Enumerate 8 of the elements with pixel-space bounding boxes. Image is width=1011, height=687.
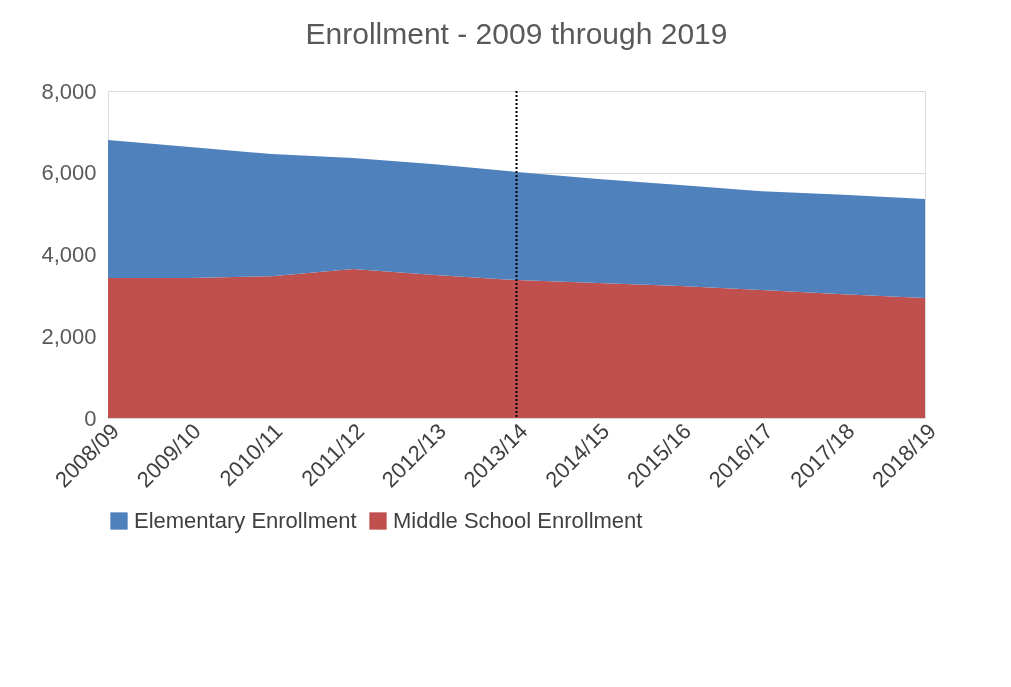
- y-tick-label: 8,000: [41, 78, 97, 104]
- y-tick-label: 6,000: [41, 160, 97, 186]
- legend-label: Middle School Enrollment: [393, 508, 643, 533]
- y-tick-label: 2,000: [41, 323, 97, 349]
- chart-title: Enrollment - 2009 through 2019: [305, 17, 728, 50]
- y-tick-label: 4,000: [41, 242, 97, 267]
- legend-label: Elementary Enrollment: [134, 508, 357, 533]
- y-tick-label: 0: [84, 405, 97, 431]
